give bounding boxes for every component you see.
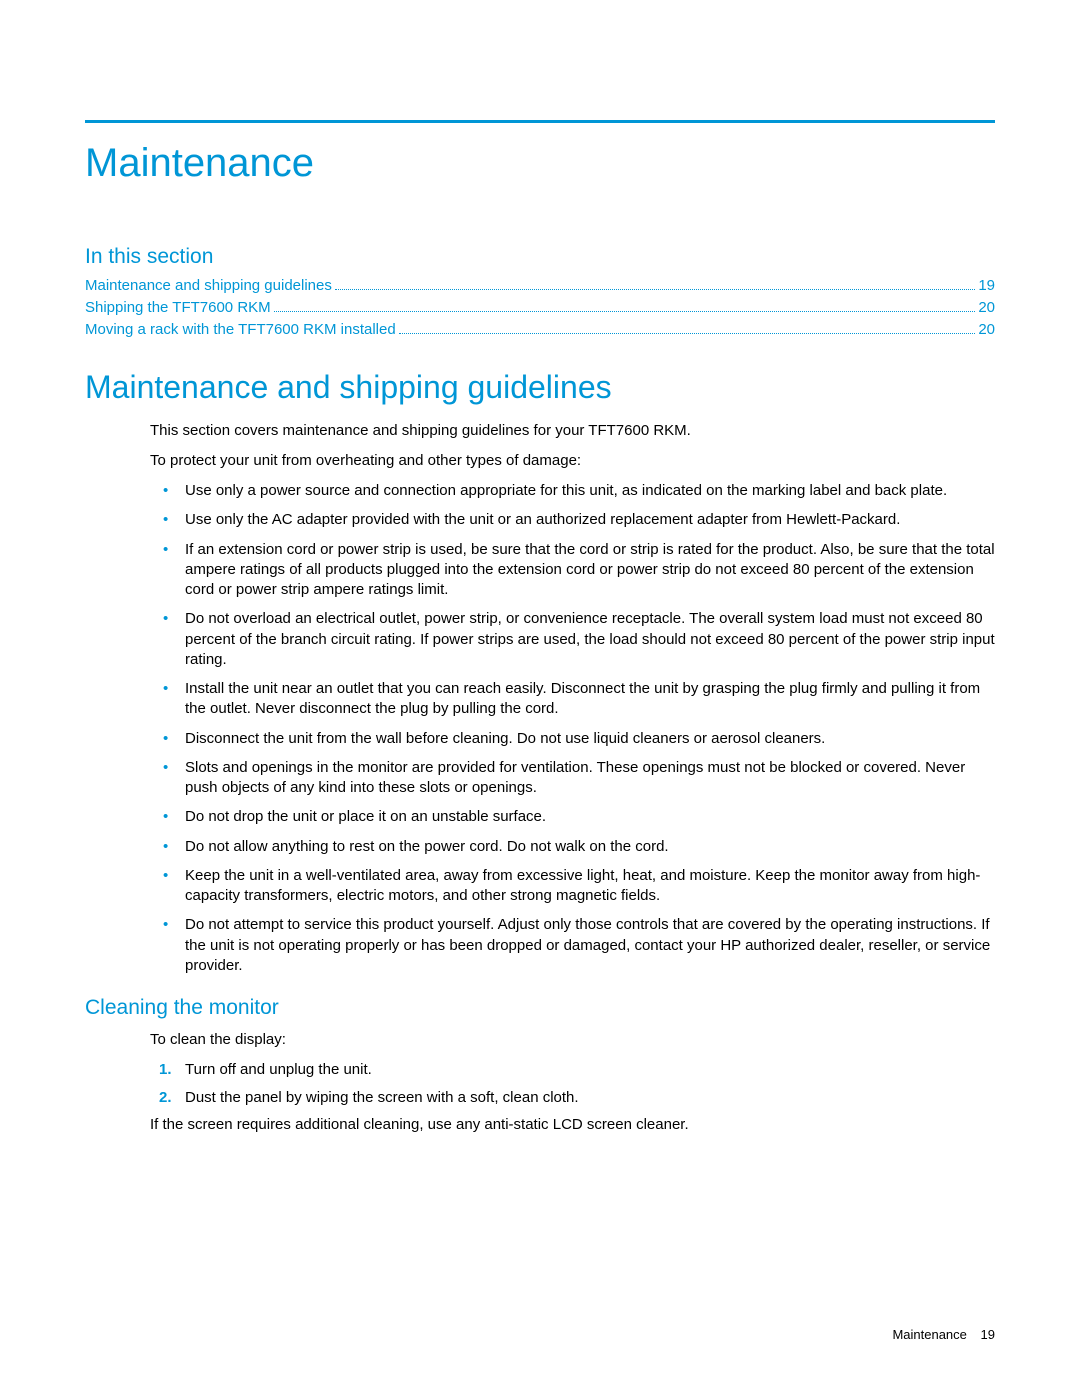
toc-row[interactable]: Shipping the TFT7600 RKM 20	[85, 297, 995, 319]
list-item: Use only the AC adapter provided with th…	[185, 510, 995, 530]
list-item: Turn off and unplug the unit.	[185, 1060, 995, 1080]
top-rule	[85, 120, 995, 123]
toc-row[interactable]: Moving a rack with the TFT7600 RKM insta…	[85, 319, 995, 341]
intro-paragraph: This section covers maintenance and ship…	[85, 421, 995, 441]
toc-page: 20	[978, 297, 995, 319]
in-this-section-heading: In this section	[85, 245, 995, 269]
list-item: Dust the panel by wiping the screen with…	[185, 1088, 995, 1108]
toc-page: 20	[978, 319, 995, 341]
toc-row[interactable]: Maintenance and shipping guidelines 19	[85, 275, 995, 297]
guidelines-list: Use only a power source and connection a…	[85, 481, 995, 976]
toc-leader	[274, 300, 976, 312]
page-title: Maintenance	[85, 141, 995, 185]
toc-label: Maintenance and shipping guidelines	[85, 275, 332, 297]
list-item: Use only a power source and connection a…	[185, 481, 995, 501]
list-item: Keep the unit in a well-ventilated area,…	[185, 866, 995, 907]
toc-page: 19	[978, 275, 995, 297]
list-item: Do not drop the unit or place it on an u…	[185, 807, 995, 827]
footer-page-number: 19	[981, 1327, 995, 1342]
section-heading: Maintenance and shipping guidelines	[85, 368, 995, 406]
list-item: Do not overload an electrical outlet, po…	[185, 609, 995, 670]
footer-section-name: Maintenance	[892, 1327, 966, 1342]
list-item: Do not attempt to service this product y…	[185, 915, 995, 976]
clean-outro: If the screen requires additional cleani…	[85, 1115, 995, 1135]
list-item: If an extension cord or power strip is u…	[185, 540, 995, 601]
clean-intro: To clean the display:	[85, 1030, 995, 1050]
toc-leader	[399, 322, 976, 334]
list-item: Install the unit near an outlet that you…	[185, 679, 995, 720]
subsection-heading: Cleaning the monitor	[85, 996, 995, 1020]
document-page: Maintenance In this section Maintenance …	[0, 0, 1080, 1205]
list-item: Slots and openings in the monitor are pr…	[185, 758, 995, 799]
cleaning-steps: Turn off and unplug the unit. Dust the p…	[85, 1060, 995, 1108]
toc-leader	[335, 278, 975, 290]
list-item: Do not allow anything to rest on the pow…	[185, 837, 995, 857]
toc: Maintenance and shipping guidelines 19 S…	[85, 275, 995, 340]
toc-label: Moving a rack with the TFT7600 RKM insta…	[85, 319, 396, 341]
page-footer: Maintenance 19	[892, 1327, 995, 1342]
list-item: Disconnect the unit from the wall before…	[185, 729, 995, 749]
toc-label: Shipping the TFT7600 RKM	[85, 297, 271, 319]
intro-paragraph: To protect your unit from overheating an…	[85, 451, 995, 471]
